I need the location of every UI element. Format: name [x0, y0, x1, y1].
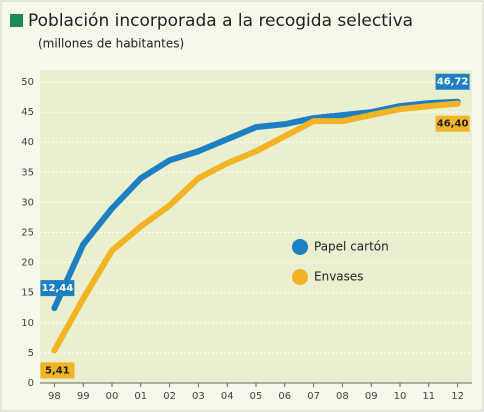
series-line	[51, 100, 461, 354]
value-label-box	[40, 280, 75, 297]
x-tick-label: 99	[77, 391, 90, 402]
legend-swatch	[292, 269, 308, 285]
x-tick-label: 00	[106, 391, 119, 402]
y-tick-label: 0	[28, 378, 34, 389]
plot-area	[40, 70, 472, 383]
x-tick-label: 12	[451, 391, 464, 402]
x-tick-label: 10	[394, 391, 407, 402]
x-tick-label: 05	[250, 391, 263, 402]
x-tick-label: 01	[134, 391, 147, 402]
chart-subtitle: (millones de habitantes)	[38, 37, 184, 51]
x-tick-label: 11	[422, 391, 435, 402]
legend-label: Envases	[314, 270, 364, 284]
y-tick-label: 30	[21, 197, 34, 208]
title-icon	[10, 14, 23, 27]
value-label: 12,44	[42, 283, 74, 294]
x-tick-label: 04	[221, 391, 234, 402]
y-tick-label: 20	[21, 258, 34, 269]
legend-swatch	[292, 239, 308, 255]
y-tick-label: 25	[21, 228, 34, 239]
chart-title: Población incorporada a la recogida sele…	[28, 11, 413, 31]
value-label: 46,72	[437, 77, 469, 88]
value-label: 5,41	[45, 365, 70, 376]
y-tick-label: 40	[21, 137, 34, 148]
y-tick-label: 5	[28, 348, 34, 359]
y-tick-label: 35	[21, 167, 34, 178]
y-tick-label: 45	[21, 107, 34, 118]
x-tick-label: 09	[365, 391, 378, 402]
y-tick-label: 15	[21, 288, 34, 299]
value-label: 46,40	[437, 119, 469, 130]
x-tick-label: 07	[307, 391, 320, 402]
value-label-box	[435, 115, 470, 132]
value-label-box	[40, 362, 75, 379]
y-tick-label: 50	[21, 77, 34, 88]
x-tick-label: 02	[163, 391, 176, 402]
legend-label: Papel cartón	[314, 240, 389, 254]
x-tick-label: 98	[48, 391, 61, 402]
value-label-box	[435, 73, 470, 90]
y-tick-label: 10	[21, 318, 34, 329]
x-tick-label: 06	[278, 391, 291, 402]
x-tick-label: 08	[336, 391, 349, 402]
x-tick-label: 03	[192, 391, 205, 402]
